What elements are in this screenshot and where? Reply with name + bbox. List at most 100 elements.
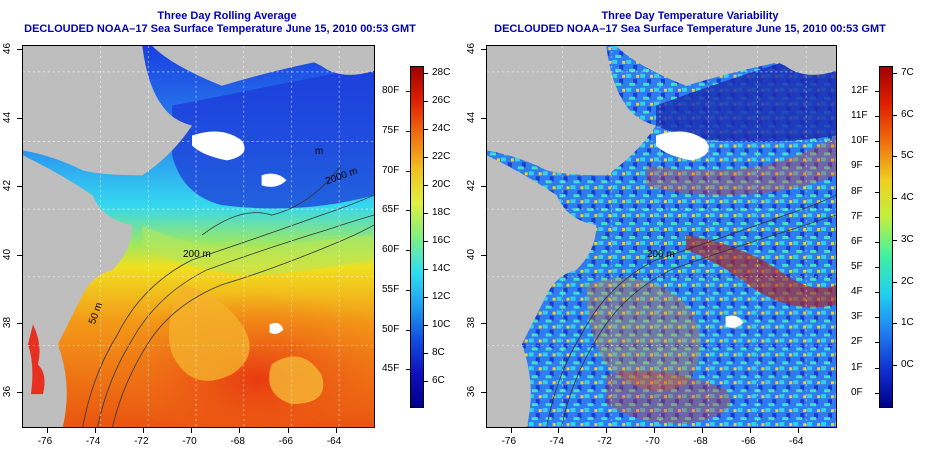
x-axis-tick: [606, 428, 608, 433]
colorbar-tick: [424, 213, 428, 215]
x-axis-tick: [335, 428, 337, 433]
colorbar-celsius-label: 24C: [432, 123, 451, 135]
colorbar-tick: [875, 116, 879, 118]
y-axis-label: 38: [2, 317, 14, 329]
colorbar-celsius-label: 6C: [432, 375, 445, 387]
colorbar-fahrenheit-label: 3F: [851, 311, 863, 323]
colorbar-celsius-label: 18C: [432, 207, 451, 219]
y-axis-tick: [17, 49, 22, 50]
x-axis-tick: [702, 428, 704, 433]
colorbar-celsius-label: 4C: [901, 192, 914, 204]
colorbar-fahrenheit-label: 70F: [382, 164, 400, 176]
y-axis-label: 44: [466, 111, 478, 123]
right-map-subtitle: DECLOUDED NOAA–17 Sea Surface Temperatur…: [494, 23, 886, 35]
y-axis-tick: [481, 254, 486, 256]
y-axis-label: 40: [466, 248, 478, 260]
y-axis-label: 46: [2, 42, 14, 55]
colorbar-fahrenheit-label: 45F: [382, 363, 400, 375]
contour-label: m: [315, 146, 324, 157]
right-map-title: Three Day Temperature Variability: [601, 10, 779, 22]
colorbar-tick: [424, 73, 428, 74]
colorbar-fahrenheit-label: 7F: [851, 210, 863, 222]
colorbar-tick: [424, 381, 428, 383]
sst-average-map: 200 m 2000 m 50 m m: [22, 45, 375, 428]
colorbar-fahrenheit-label: 10F: [851, 135, 869, 147]
colorbar-celsius-label: 8C: [432, 347, 445, 359]
colorbar-tick: [893, 281, 897, 283]
colorbar-fahrenheit-label: 50F: [382, 323, 400, 335]
x-axis-label: -72: [134, 436, 149, 447]
colorbar-fahrenheit-label: 80F: [382, 85, 400, 96]
colorbar-fahrenheit-label: 5F: [851, 261, 863, 273]
x-axis-tick: [750, 428, 752, 433]
colorbar-tick: [893, 114, 897, 116]
x-axis-label: -66: [741, 436, 756, 447]
colorbar-tick: [875, 342, 879, 344]
colorbar-tick: [875, 392, 879, 394]
x-axis-tick: [654, 428, 656, 433]
x-axis-label: -68: [693, 436, 708, 447]
colorbar-tick: [875, 166, 879, 168]
x-axis-tick: [239, 428, 241, 433]
colorbar-tick: [424, 269, 428, 271]
colorbar-celsius-label: 1C: [901, 317, 914, 329]
x-axis-label: -66: [278, 436, 294, 447]
colorbar-tick: [424, 241, 428, 243]
colorbar-fahrenheit-label: 55F: [382, 283, 400, 295]
colorbar-celsius-label: 6C: [901, 108, 914, 120]
colorbar-celsius-label: 26C: [432, 95, 451, 107]
colorbar-tick: [406, 91, 410, 92]
x-axis-tick: [94, 428, 96, 433]
land-west: [23, 46, 332, 427]
colorbar-tick: [875, 191, 879, 193]
y-axis-tick: [17, 323, 22, 325]
y-axis-tick: [481, 186, 486, 188]
y-axis-label: 46: [466, 42, 478, 55]
colorbar-tick: [893, 156, 897, 158]
y-axis-tick: [481, 323, 486, 325]
colorbar-tick: [406, 130, 410, 132]
y-axis-label: 42: [466, 180, 478, 192]
colorbar-fahrenheit-label: 0F: [851, 386, 863, 398]
x-axis-label: -74: [549, 436, 564, 447]
colorbar-celsius-label: 3C: [901, 233, 914, 245]
colorbar-tick: [893, 198, 897, 200]
x-axis-tick: [558, 428, 560, 433]
x-axis-label: -76: [501, 436, 517, 447]
colorbar-celsius-label: 10C: [432, 319, 451, 331]
contour-label: 200 m: [183, 249, 211, 260]
left-map-title: Three Day Rolling Average: [157, 10, 297, 22]
colorbar-fahrenheit-label: 6F: [851, 235, 863, 247]
x-axis-label: -72: [597, 436, 612, 447]
colorbar-tick: [406, 289, 410, 291]
colorbar-fahrenheit-label: 1F: [851, 361, 863, 373]
y-axis-tick: [17, 392, 22, 393]
colorbar-fahrenheit-label: 8F: [851, 185, 863, 197]
colorbar-tick: [424, 157, 428, 159]
colorbar-celsius-label: 14C: [432, 263, 451, 275]
y-axis-tick: [481, 49, 486, 50]
y-axis-label: 42: [2, 180, 14, 192]
colorbar-tick: [406, 170, 410, 172]
colorbar-fahrenheit-label: 75F: [382, 124, 400, 136]
x-axis-label: -70: [182, 436, 197, 447]
colorbar-tick: [893, 239, 897, 241]
sst-colorbar: [410, 66, 424, 408]
colorbar-tick: [424, 353, 428, 355]
colorbar-tick: [406, 369, 410, 371]
colorbar-celsius-label: 20C: [432, 179, 451, 191]
colorbar-tick: [875, 267, 879, 269]
x-axis-tick: [191, 428, 193, 433]
x-axis-tick: [46, 428, 48, 433]
sst-variability-map: 200 m: [486, 45, 837, 428]
colorbar-tick: [424, 325, 428, 327]
y-axis-label: 36: [466, 385, 478, 398]
colorbar-celsius-label: 0C: [901, 358, 914, 370]
colorbar-tick: [893, 323, 897, 325]
colorbar-celsius-label: 5C: [901, 150, 914, 162]
colorbar-tick: [875, 91, 879, 92]
colorbar-tick: [424, 129, 428, 131]
x-axis-label: -74: [85, 436, 101, 447]
y-axis-label: 44: [2, 111, 14, 123]
colorbar-fahrenheit-label: 4F: [851, 286, 863, 298]
